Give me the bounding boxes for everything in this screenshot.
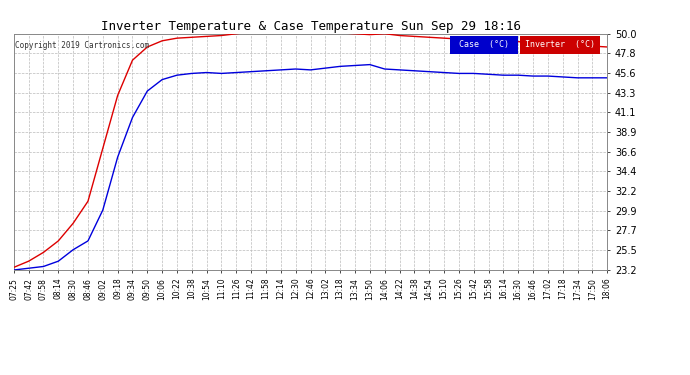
- Text: Inverter  (°C): Inverter (°C): [525, 40, 595, 50]
- Text: Case  (°C): Case (°C): [459, 40, 509, 50]
- Bar: [450, 36, 518, 54]
- Text: Copyright 2019 Cartronics.com: Copyright 2019 Cartronics.com: [15, 41, 149, 50]
- Bar: [520, 36, 600, 54]
- Title: Inverter Temperature & Case Temperature Sun Sep 29 18:16: Inverter Temperature & Case Temperature …: [101, 20, 520, 33]
